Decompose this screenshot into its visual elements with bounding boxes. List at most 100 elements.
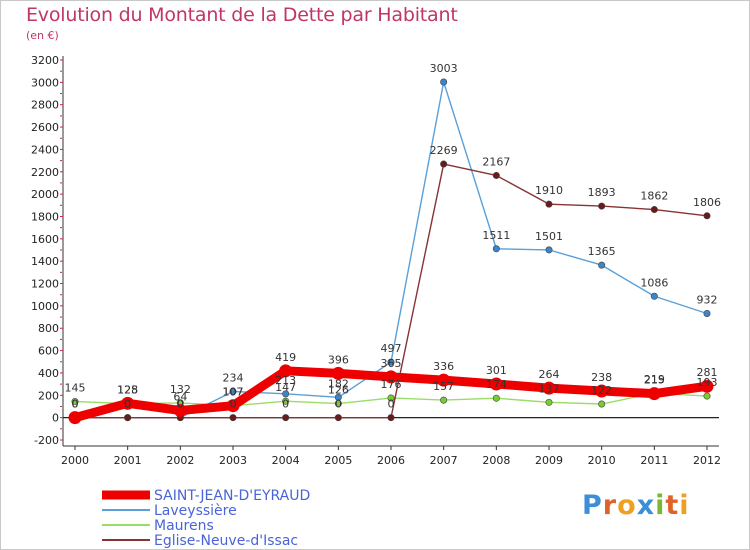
data-point bbox=[545, 200, 553, 208]
data-label: 0 bbox=[335, 398, 342, 411]
data-point bbox=[440, 78, 448, 86]
y-tick-label: 1600 bbox=[31, 233, 59, 246]
data-label: 1501 bbox=[535, 230, 563, 243]
y-tick-label: 1400 bbox=[31, 255, 59, 268]
y-tick-label: 2400 bbox=[31, 143, 59, 156]
data-label: 238 bbox=[591, 371, 612, 384]
y-tick-label: 3200 bbox=[31, 54, 59, 67]
x-tick-label: 2000 bbox=[61, 454, 89, 467]
chart-subtitle: (en €) bbox=[26, 29, 59, 42]
data-point bbox=[650, 206, 658, 214]
data-point bbox=[282, 390, 290, 398]
data-label: 147 bbox=[275, 381, 296, 394]
data-point bbox=[282, 414, 290, 422]
data-label: 0 bbox=[230, 398, 237, 411]
data-label: 264 bbox=[539, 368, 560, 381]
data-point bbox=[124, 414, 132, 422]
data-point bbox=[489, 377, 503, 391]
legend-entry: Maurens bbox=[154, 518, 214, 534]
x-tick-label: 2005 bbox=[324, 454, 352, 467]
data-point bbox=[595, 384, 609, 398]
data-point bbox=[545, 398, 553, 406]
data-label: 336 bbox=[433, 360, 454, 373]
logo-letter: t bbox=[665, 490, 680, 521]
data-point bbox=[703, 212, 711, 220]
proxiti-logo: Proxiti bbox=[582, 490, 690, 521]
logo-letter: x bbox=[636, 490, 656, 521]
legend-entry: Laveyssière bbox=[154, 503, 237, 519]
y-tick-label: 1800 bbox=[31, 210, 59, 223]
y-tick-label: 2000 bbox=[31, 188, 59, 201]
chart-legend: SAINT-JEAN-D'EYRAUDLaveyssièreMaurensEgl… bbox=[102, 488, 310, 549]
logo-letter: i bbox=[655, 490, 666, 521]
data-label: 128 bbox=[117, 383, 138, 396]
data-point bbox=[440, 396, 448, 404]
logo-letter: o bbox=[617, 490, 637, 521]
data-label: 0 bbox=[124, 398, 131, 411]
data-label: 64 bbox=[173, 390, 187, 403]
data-point bbox=[703, 392, 711, 400]
y-tick-label: 400 bbox=[38, 367, 59, 380]
data-point bbox=[334, 400, 342, 408]
data-label: 132 bbox=[170, 383, 191, 396]
y-tick-label: -200 bbox=[34, 434, 59, 447]
data-label: 1365 bbox=[588, 245, 616, 258]
data-label: 0 bbox=[72, 398, 79, 411]
data-point bbox=[279, 364, 293, 378]
data-label: 0 bbox=[177, 398, 184, 411]
data-label: 365 bbox=[381, 357, 402, 370]
data-label: 0 bbox=[388, 398, 395, 411]
data-point bbox=[650, 292, 658, 300]
data-label: 219 bbox=[644, 373, 665, 386]
x-tick-label: 2011 bbox=[640, 454, 668, 467]
y-tick-label: 800 bbox=[38, 322, 59, 335]
data-point bbox=[703, 309, 711, 317]
data-point bbox=[226, 399, 240, 413]
data-label: 234 bbox=[223, 371, 244, 384]
x-tick-label: 2002 bbox=[166, 454, 194, 467]
data-label: 126 bbox=[328, 384, 349, 397]
data-point bbox=[71, 397, 79, 405]
data-label: 1893 bbox=[588, 186, 616, 199]
data-label: 1086 bbox=[640, 276, 668, 289]
data-label: 0 bbox=[72, 398, 79, 411]
data-point bbox=[492, 171, 500, 179]
legend-entry: Eglise-Neuve-d'Issac bbox=[154, 533, 298, 549]
data-point bbox=[331, 366, 345, 380]
data-label: 419 bbox=[275, 351, 296, 364]
data-point bbox=[282, 397, 290, 405]
chart-title: Evolution du Montant de la Dette par Hab… bbox=[26, 4, 458, 26]
x-tick-label: 2008 bbox=[482, 454, 510, 467]
x-tick-label: 2009 bbox=[535, 454, 563, 467]
x-tick-label: 2003 bbox=[219, 454, 247, 467]
data-label: 122 bbox=[591, 384, 612, 397]
data-label: 2269 bbox=[430, 144, 458, 157]
x-tick-label: 2012 bbox=[693, 454, 721, 467]
data-label: 0 bbox=[177, 398, 184, 411]
x-tick-label: 2010 bbox=[588, 454, 616, 467]
logo-letter: P bbox=[582, 490, 603, 521]
data-label: 3003 bbox=[430, 62, 458, 75]
data-label: 107 bbox=[223, 386, 244, 399]
data-point bbox=[334, 414, 342, 422]
data-label: 0 bbox=[124, 398, 131, 411]
data-label: 215 bbox=[644, 374, 665, 387]
data-label: 193 bbox=[697, 376, 718, 389]
y-tick-label: 200 bbox=[38, 389, 59, 402]
data-point bbox=[387, 394, 395, 402]
data-point bbox=[440, 160, 448, 168]
data-label: 301 bbox=[486, 364, 507, 377]
logo-letter: r bbox=[602, 490, 618, 521]
data-label: 213 bbox=[275, 374, 296, 387]
data-point bbox=[492, 394, 500, 402]
data-label: 0 bbox=[282, 398, 289, 411]
data-point bbox=[229, 414, 237, 422]
data-point bbox=[437, 373, 451, 387]
data-label: 1910 bbox=[535, 184, 563, 197]
data-point bbox=[229, 387, 237, 395]
data-point bbox=[700, 379, 714, 393]
data-point bbox=[384, 370, 398, 384]
data-label: 0 bbox=[72, 398, 79, 411]
y-tick-label: 1200 bbox=[31, 278, 59, 291]
data-point bbox=[598, 400, 606, 408]
